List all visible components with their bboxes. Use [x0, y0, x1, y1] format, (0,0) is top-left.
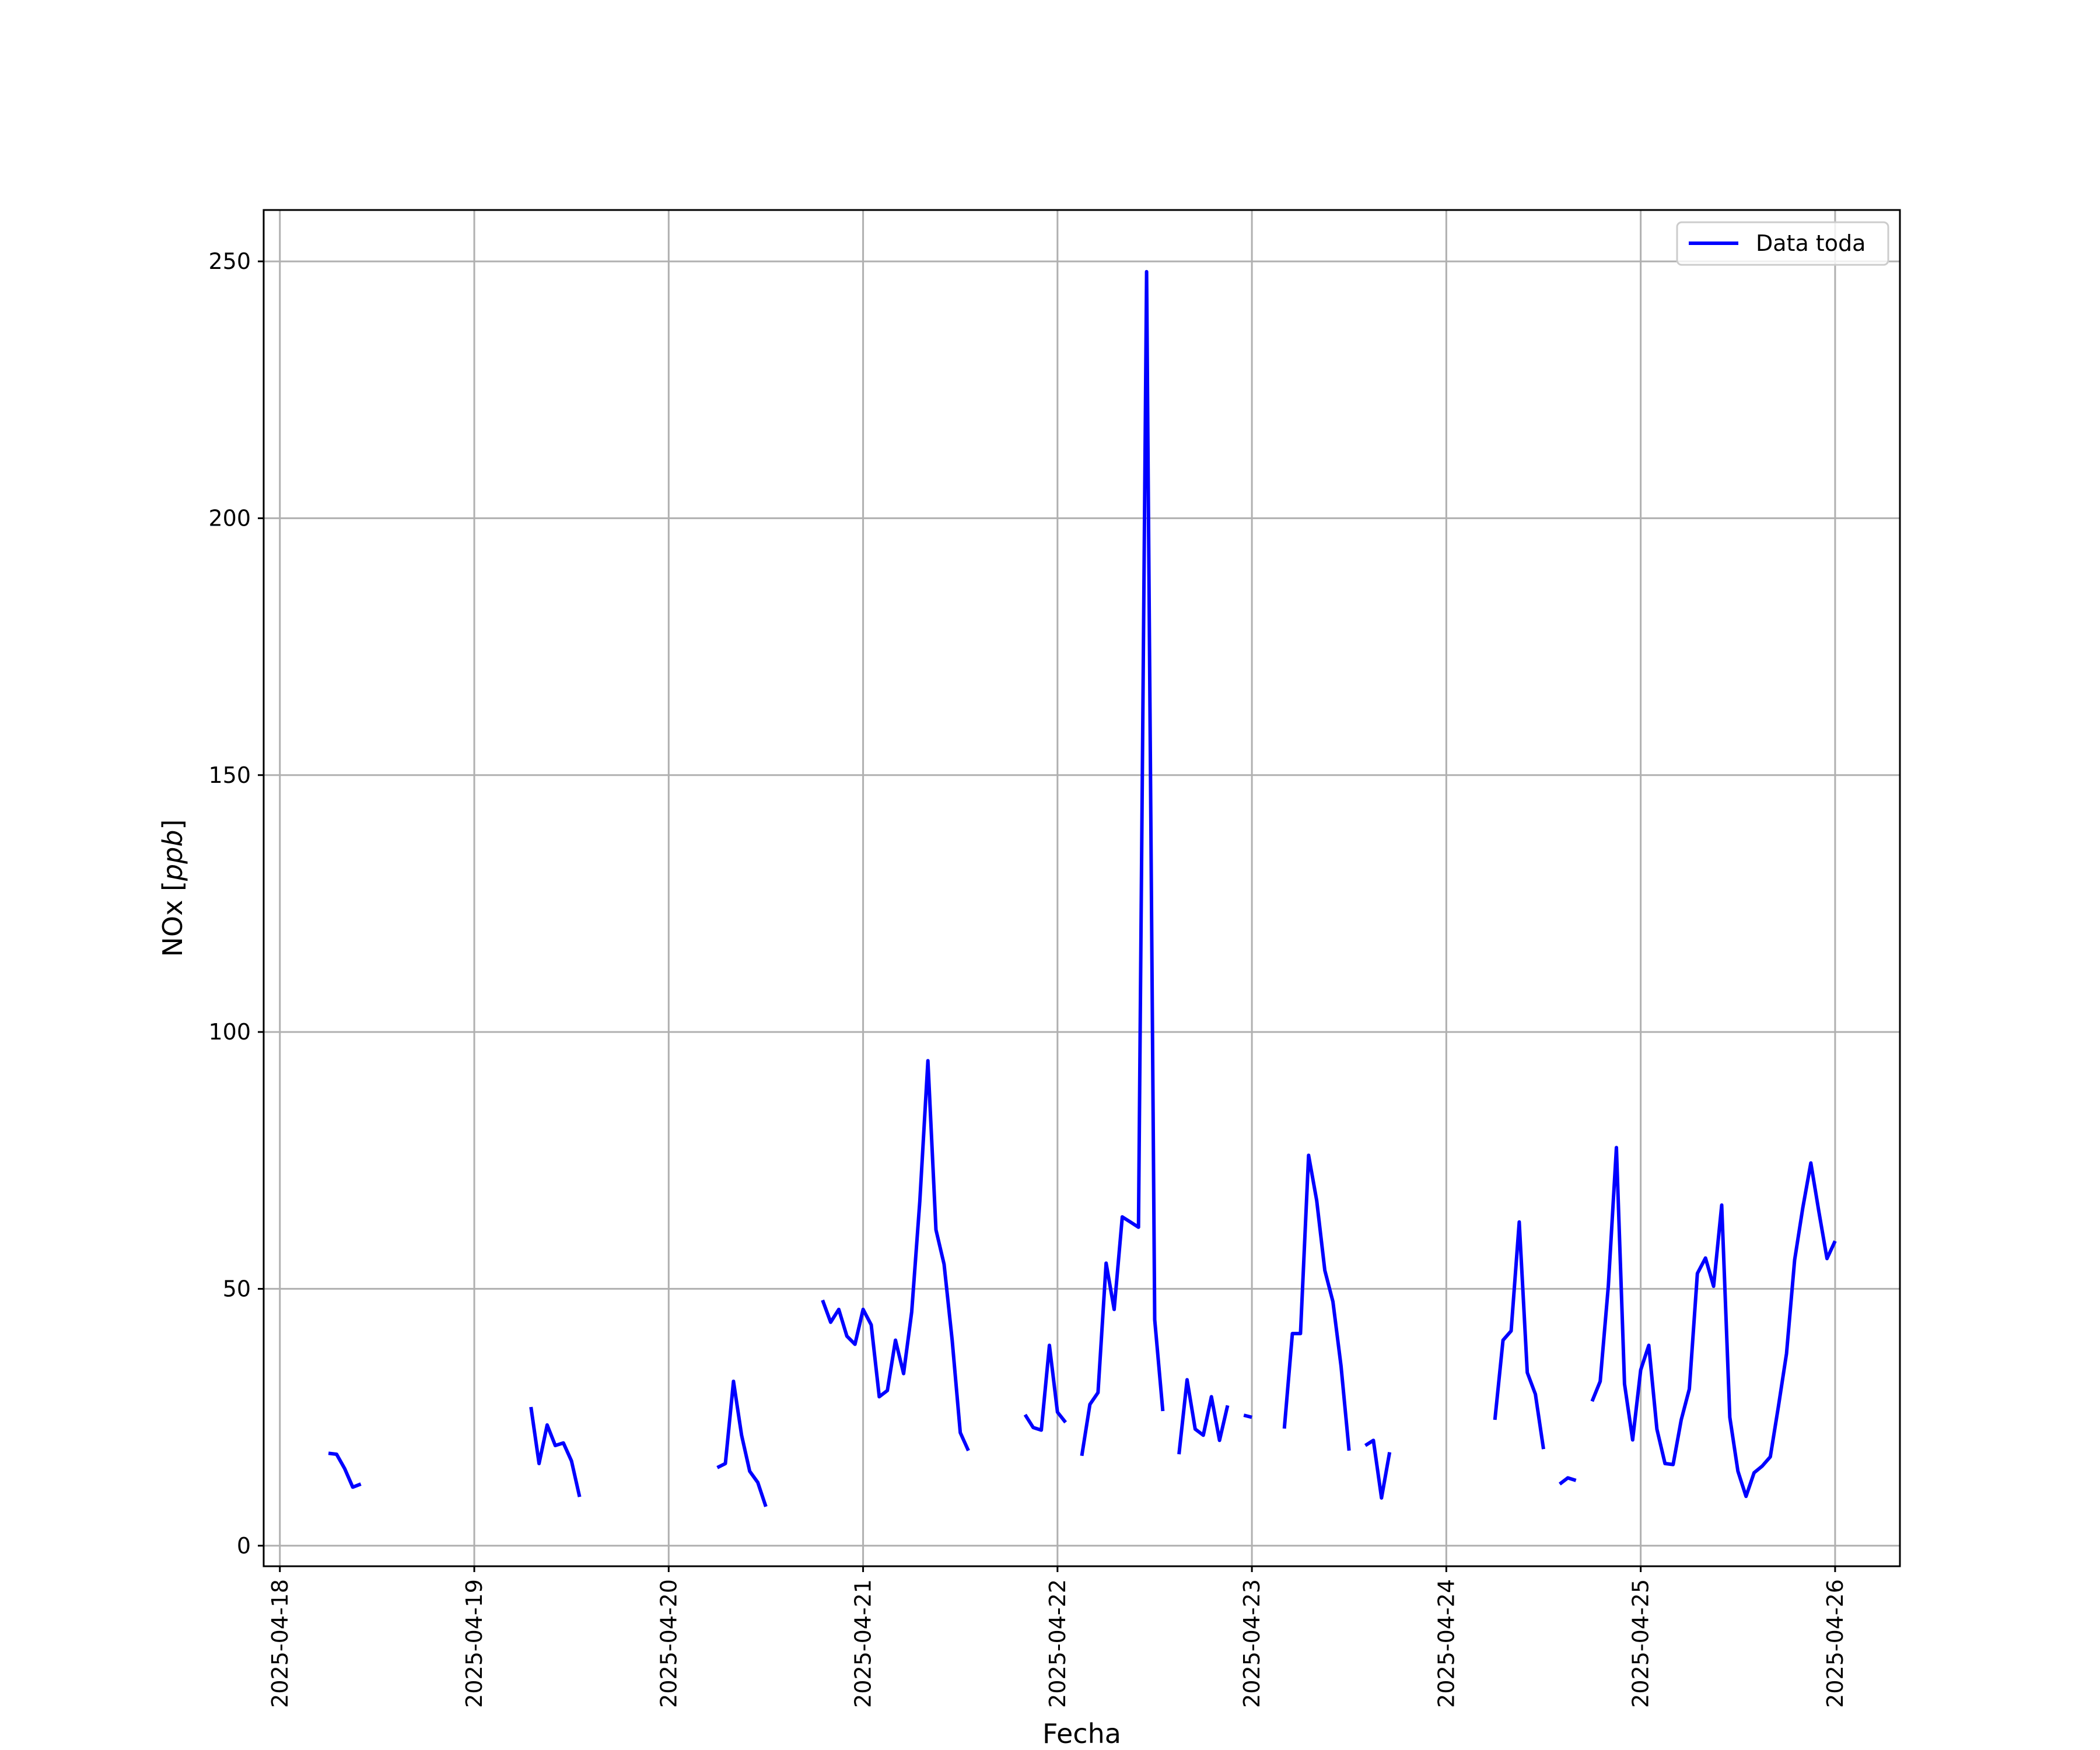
- legend: Data toda: [1676, 221, 1889, 266]
- series-line-segment: [821, 1059, 970, 1452]
- x-tick-label: 2025-04-18: [267, 1579, 293, 1708]
- series-line-segment: [1590, 1146, 1837, 1499]
- legend-label-data-toda: Data toda: [1756, 230, 1866, 256]
- series-line-segment: [1177, 1378, 1230, 1455]
- plot-frame: [262, 209, 1901, 1567]
- y-tick-label: 150: [208, 762, 251, 788]
- y-axis-label-main: NOx [: [157, 881, 188, 957]
- x-tick-label: 2025-04-20: [656, 1579, 681, 1708]
- x-tick-label: 2025-04-21: [850, 1579, 876, 1708]
- series-line-segment: [328, 1451, 362, 1489]
- series-line-segment: [1282, 1153, 1351, 1451]
- x-tick-label: 2025-04-19: [461, 1579, 487, 1708]
- series-line-segment: [1243, 1413, 1252, 1419]
- legend-box: [1676, 221, 1889, 266]
- series-line-segment: [1023, 1343, 1068, 1432]
- series-line-segment: [1080, 270, 1165, 1457]
- series-layer: [328, 270, 1837, 1507]
- y-tick-label: 100: [208, 1019, 251, 1045]
- series-line-segment: [716, 1380, 768, 1507]
- y-tick-label: 200: [208, 505, 251, 531]
- y-axis-label: NOx [ppb]: [157, 820, 188, 957]
- series-line-segment: [1558, 1476, 1577, 1486]
- x-tick-label: 2025-04-23: [1239, 1579, 1265, 1708]
- y-axis-label-close: ]: [157, 820, 188, 830]
- x-tick-label: 2025-04-25: [1628, 1579, 1654, 1708]
- series-line-segment: [1364, 1438, 1392, 1500]
- x-tick-label: 2025-04-24: [1433, 1579, 1459, 1708]
- y-axis: 0 50 100 150 200 250: [208, 249, 264, 1559]
- grid-lines: [264, 210, 1900, 1566]
- series-line-segment: [529, 1406, 582, 1497]
- y-tick-label: 250: [208, 249, 251, 274]
- x-axis-label: Fecha: [1042, 1718, 1121, 1749]
- x-axis: 2025-04-18 2025-04-19 2025-04-20 2025-04-21…: [267, 1566, 1848, 1708]
- y-axis-label-unit: ppb: [157, 830, 188, 881]
- y-tick-label: 50: [223, 1276, 251, 1301]
- x-tick-label: 2025-04-22: [1045, 1579, 1070, 1708]
- series-line-segment: [1493, 1220, 1545, 1450]
- x-tick-label: 2025-04-26: [1822, 1579, 1848, 1708]
- y-tick-label: 0: [237, 1533, 251, 1559]
